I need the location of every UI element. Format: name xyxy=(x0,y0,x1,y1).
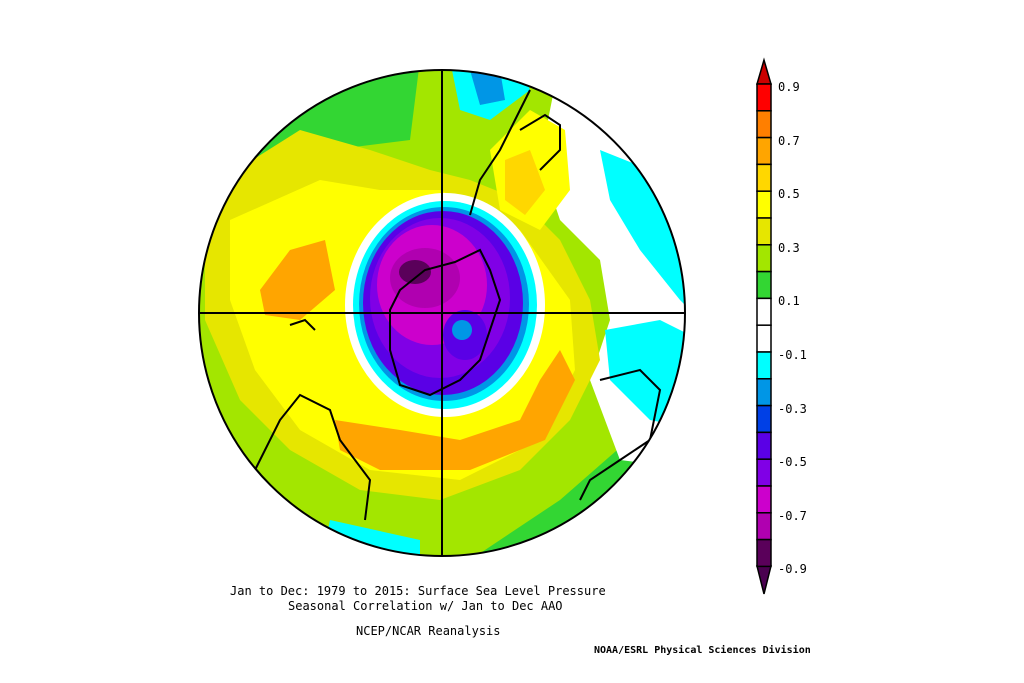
colorbar-tick-label: 0.7 xyxy=(778,133,800,148)
correlation-field xyxy=(199,70,685,556)
colorbar-box xyxy=(756,538,772,568)
colorbar-box xyxy=(756,244,772,273)
map-boundary xyxy=(198,69,686,557)
colorbar-tick-label: -0.9 xyxy=(778,562,807,577)
colorbar-top-arrow xyxy=(756,57,772,85)
colorbar-box xyxy=(756,163,772,192)
colorbar-tick-label: 0.9 xyxy=(778,80,800,94)
colorbar-tick-label: -0.7 xyxy=(778,508,807,523)
colorbar-tick-label: 0.5 xyxy=(778,187,800,202)
colorbar-tick-label: 0.3 xyxy=(778,240,800,255)
colorbar-bottom-arrow xyxy=(756,565,772,595)
colorbar-tick-label: -0.5 xyxy=(778,455,807,470)
colorbar-box xyxy=(756,217,772,246)
colorbar-box xyxy=(756,404,772,434)
colorbar-box xyxy=(756,136,772,166)
colorbar-box xyxy=(756,83,772,112)
map-title: Jan to Dec: 1979 to 2015: Surface Sea Le… xyxy=(230,584,606,598)
colorbar-box xyxy=(756,324,772,353)
colorbar-box xyxy=(756,458,772,487)
colorbar-box xyxy=(756,378,772,407)
dataset-label: NCEP/NCAR Reanalysis xyxy=(356,624,501,638)
colorbar-tick-label: -0.1 xyxy=(778,348,807,362)
colorbar xyxy=(756,57,772,595)
colorbar-box xyxy=(756,270,772,300)
colorbar-box xyxy=(756,110,772,139)
credit-label: NOAA/ESRL Physical Sciences Division xyxy=(594,645,811,656)
colorbar-box xyxy=(756,485,772,514)
colorbar-box xyxy=(756,190,772,219)
colorbar-box xyxy=(756,351,772,380)
map-subtitle: Seasonal Correlation w/ Jan to Dec AAO xyxy=(288,599,563,613)
colorbar-box xyxy=(756,512,772,541)
colorbar-box xyxy=(756,297,772,326)
colorbar-tick-label: -0.3 xyxy=(778,401,807,416)
colorbar-tick-label: 0.1 xyxy=(778,294,800,309)
colorbar-box xyxy=(756,431,772,460)
